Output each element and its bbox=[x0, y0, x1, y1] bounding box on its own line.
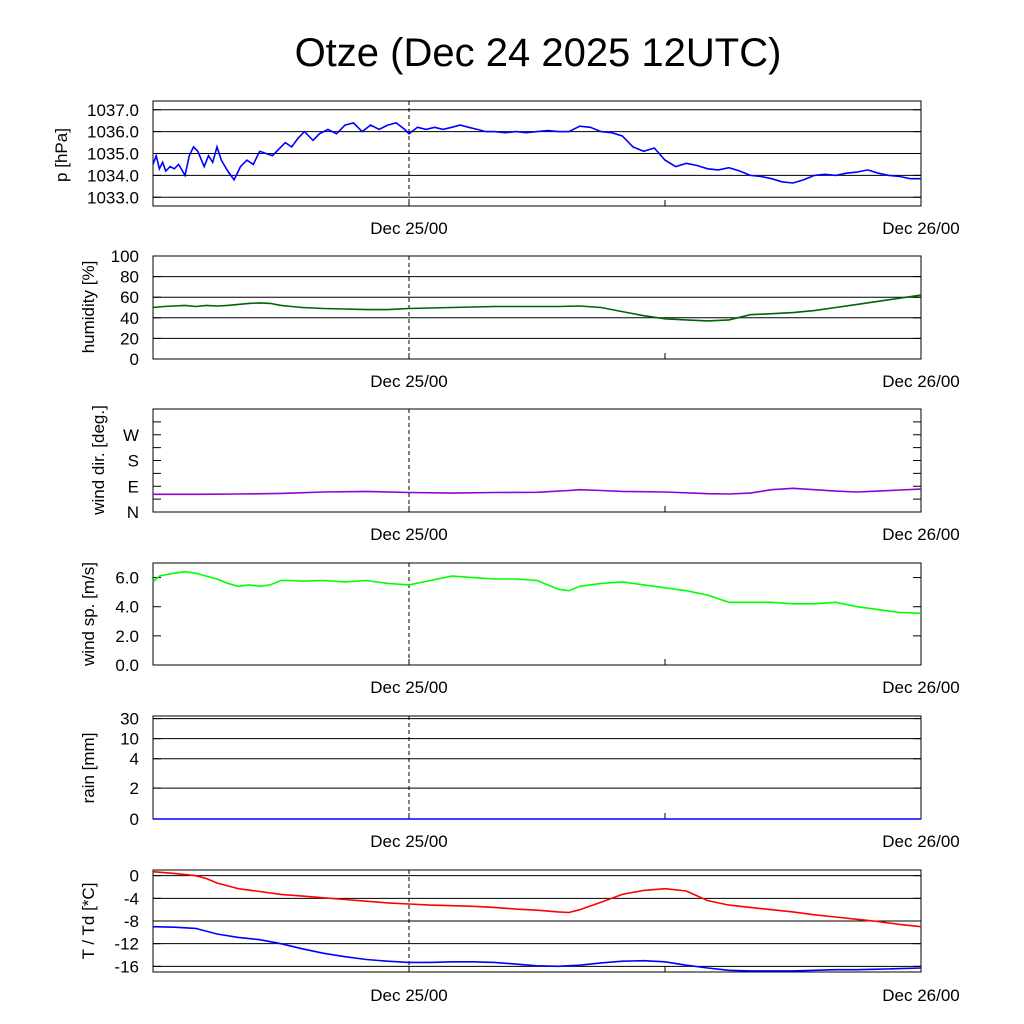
ytick-label-pressure-4: 1037.0 bbox=[87, 101, 139, 120]
ytick-label-pressure-0: 1033.0 bbox=[87, 188, 139, 207]
panel-frame bbox=[152, 715, 922, 820]
ytick-label-wind_speed-1: 2.0 bbox=[115, 627, 139, 646]
ytick-label-temperature-0: 0 bbox=[130, 867, 139, 886]
ytick-label-temperature-1: -4 bbox=[124, 889, 139, 908]
ytick-label-humidity-0: 0 bbox=[130, 350, 139, 369]
ytick-label-temperature-2: -8 bbox=[124, 912, 139, 931]
series-line-pressure-0 bbox=[152, 122, 921, 184]
xtick-label-rain-1: Dec 26/00 bbox=[882, 832, 960, 851]
panel-frame bbox=[152, 408, 922, 513]
xtick-label-temperature-1: Dec 26/00 bbox=[882, 986, 960, 1005]
ytick-label-wind_dir-1: E bbox=[128, 477, 139, 496]
panel-temperature: 0 -4 -8 -12 -16 T / Td [*C] Dec 25/00 Dec 26/00 bbox=[79, 867, 960, 1005]
ylabel-pressure: p [hPa] bbox=[52, 128, 71, 182]
ytick-label-pressure-1: 1034.0 bbox=[87, 166, 139, 185]
xtick-label-wind_speed-0: Dec 25/00 bbox=[370, 678, 448, 697]
series-line-temperature-0 bbox=[152, 870, 922, 928]
ylabel-temperature: T / Td [*C] bbox=[79, 883, 98, 960]
xtick-label-humidity-1: Dec 26/00 bbox=[882, 372, 960, 391]
ylabel-rain: rain [mm] bbox=[79, 733, 98, 804]
ytick-label-wind_dir-0: N bbox=[127, 503, 139, 522]
ytick-label-pressure-2: 1035.0 bbox=[87, 145, 139, 164]
ytick-label-rain-0: 0 bbox=[130, 810, 139, 829]
xtick-label-pressure-0: Dec 25/00 bbox=[370, 219, 448, 238]
xtick-label-wind_speed-1: Dec 26/00 bbox=[882, 678, 960, 697]
ytick-label-wind_speed-2: 4.0 bbox=[115, 598, 139, 617]
ytick-label-wind_speed-0: 0.0 bbox=[115, 656, 139, 675]
ytick-label-rain-1: 2 bbox=[130, 779, 139, 798]
xtick-label-pressure-1: Dec 26/00 bbox=[882, 219, 960, 238]
ylabel-wind_dir: wind dir. [deg.] bbox=[89, 405, 108, 516]
panel-frame bbox=[152, 255, 922, 360]
xtick-label-wind_dir-0: Dec 25/00 bbox=[370, 525, 448, 544]
ytick-label-humidity-2: 40 bbox=[120, 309, 139, 328]
ytick-label-humidity-1: 20 bbox=[120, 329, 139, 348]
ytick-label-wind_dir-2: S bbox=[128, 452, 139, 471]
ytick-label-humidity-5: 100 bbox=[111, 247, 139, 266]
ytick-label-wind_dir-3: W bbox=[123, 426, 139, 445]
ytick-label-wind_speed-3: 6.0 bbox=[115, 569, 139, 588]
series-line-humidity-0 bbox=[152, 294, 922, 322]
series-line-temperature-1 bbox=[152, 925, 922, 972]
panel-pressure: 1033.0 1034.0 1035.0 1036.0 1037.0 p [hPa] Dec… bbox=[52, 100, 960, 238]
ytick-label-temperature-4: -16 bbox=[114, 957, 139, 976]
panel-frame bbox=[152, 562, 922, 666]
series-line-wind_speed-0 bbox=[152, 570, 922, 615]
xtick-label-humidity-0: Dec 25/00 bbox=[370, 372, 448, 391]
ytick-label-rain-4: 30 bbox=[120, 710, 139, 729]
ytick-label-humidity-4: 80 bbox=[120, 268, 139, 287]
ytick-label-pressure-3: 1036.0 bbox=[87, 123, 139, 142]
ytick-label-rain-2: 4 bbox=[130, 750, 139, 769]
xtick-label-temperature-0: Dec 25/00 bbox=[370, 986, 448, 1005]
series-line-wind_dir-0 bbox=[153, 487, 922, 496]
ylabel-humidity: humidity [%] bbox=[79, 261, 98, 354]
xtick-label-wind_dir-1: Dec 26/00 bbox=[882, 525, 960, 544]
ytick-label-rain-3: 10 bbox=[120, 730, 139, 749]
ytick-label-temperature-3: -12 bbox=[114, 935, 139, 954]
chart-title: Otze (Dec 24 2025 12UTC) bbox=[295, 31, 782, 75]
xtick-label-rain-0: Dec 25/00 bbox=[370, 832, 448, 851]
panel-wind_speed: 0.0 2.0 4.0 6.0 wind sp. [m/s] Dec 25/00 Dec 2… bbox=[79, 562, 960, 697]
ytick-label-humidity-3: 60 bbox=[120, 288, 139, 307]
ylabel-wind_speed: wind sp. [m/s] bbox=[79, 562, 98, 667]
